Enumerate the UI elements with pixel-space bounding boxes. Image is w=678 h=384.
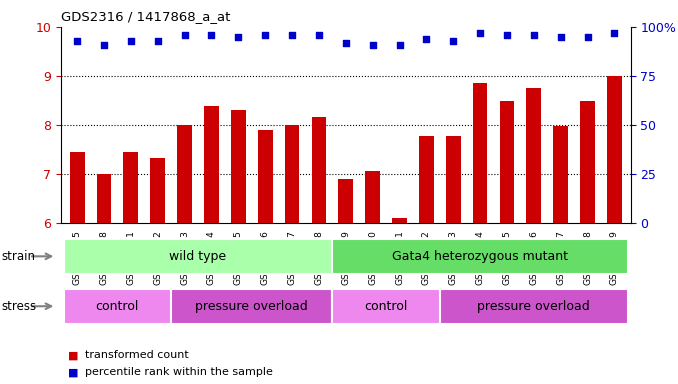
Point (528, 31, 539, 38)
Bar (332, 239, 628, 274)
Point (367, 41, 378, 48)
Text: control: control (364, 300, 407, 313)
Bar (500, 101, 515, 223)
Text: wild type: wild type (170, 250, 226, 263)
Text: pressure overload: pressure overload (195, 300, 308, 313)
Text: pressure overload: pressure overload (477, 300, 591, 313)
Bar (123, 152, 138, 223)
Point (394, 41, 405, 48)
Point (609, 30, 620, 36)
Bar (64, 289, 171, 324)
Text: stress: stress (1, 300, 37, 313)
Point (153, 38, 163, 44)
Point (179, 31, 190, 38)
Bar (64, 239, 332, 274)
Bar (553, 126, 568, 223)
Text: ■: ■ (68, 367, 78, 377)
Point (502, 31, 513, 38)
Bar (338, 179, 353, 223)
Bar (171, 289, 332, 324)
Bar (473, 83, 487, 223)
Point (555, 33, 566, 40)
Point (206, 31, 217, 38)
Bar (526, 88, 541, 223)
Bar (311, 118, 326, 223)
Point (340, 40, 351, 46)
Text: percentile rank within the sample: percentile rank within the sample (85, 367, 273, 377)
Text: transformed count: transformed count (85, 350, 188, 360)
Bar (151, 157, 165, 223)
Bar (231, 110, 245, 223)
Point (421, 36, 432, 42)
Bar (440, 289, 628, 324)
Point (260, 31, 271, 38)
Point (287, 31, 298, 38)
Bar (419, 136, 434, 223)
Text: GDS2316 / 1417868_a_at: GDS2316 / 1417868_a_at (61, 10, 231, 23)
Point (313, 31, 324, 38)
Bar (70, 152, 85, 223)
Bar (365, 171, 380, 223)
Point (582, 33, 593, 40)
Point (98, 41, 109, 48)
Bar (285, 125, 300, 223)
Bar (177, 125, 192, 223)
Text: Gata4 heterozygous mutant: Gata4 heterozygous mutant (392, 250, 568, 263)
Point (233, 33, 244, 40)
Bar (607, 76, 622, 223)
Point (125, 38, 136, 44)
Bar (204, 106, 219, 223)
Text: ■: ■ (68, 350, 78, 360)
Point (72, 38, 83, 44)
Bar (446, 136, 460, 223)
Text: control: control (96, 300, 139, 313)
Bar (96, 174, 111, 223)
Bar (332, 289, 440, 324)
Bar (258, 130, 273, 223)
Point (475, 30, 485, 36)
Bar (580, 101, 595, 223)
Text: strain: strain (1, 250, 35, 263)
Point (447, 38, 458, 44)
Bar (392, 218, 407, 223)
